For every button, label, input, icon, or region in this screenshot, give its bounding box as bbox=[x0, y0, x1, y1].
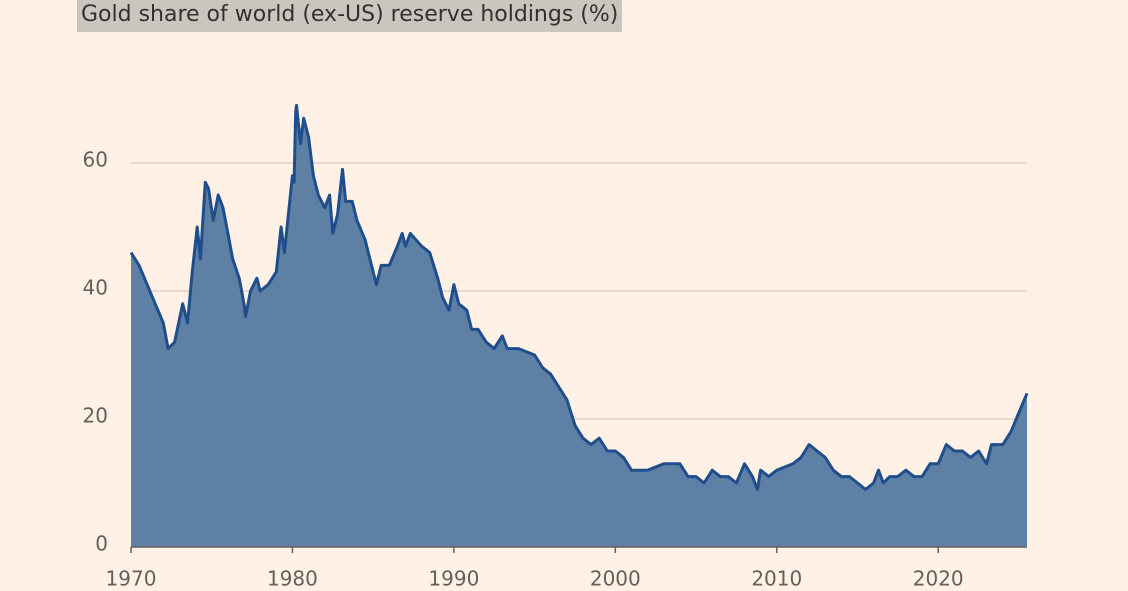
y-tick-label: 0 bbox=[95, 532, 108, 556]
x-tick-label: 2010 bbox=[751, 567, 802, 591]
x-tick-label: 2020 bbox=[913, 567, 964, 591]
x-tick-label: 1980 bbox=[267, 567, 318, 591]
area bbox=[131, 105, 1027, 548]
y-tick-label: 60 bbox=[83, 148, 108, 172]
x-tick-label: 1970 bbox=[106, 567, 157, 591]
y-tick-label: 20 bbox=[83, 404, 108, 428]
x-tick-label: 1990 bbox=[428, 567, 479, 591]
x-tick-label: 2000 bbox=[590, 567, 641, 591]
line bbox=[129, 103, 1029, 491]
chart-title: Gold share of world (ex-US) reserve hold… bbox=[77, 0, 623, 32]
y-tick-label: 40 bbox=[83, 276, 108, 300]
